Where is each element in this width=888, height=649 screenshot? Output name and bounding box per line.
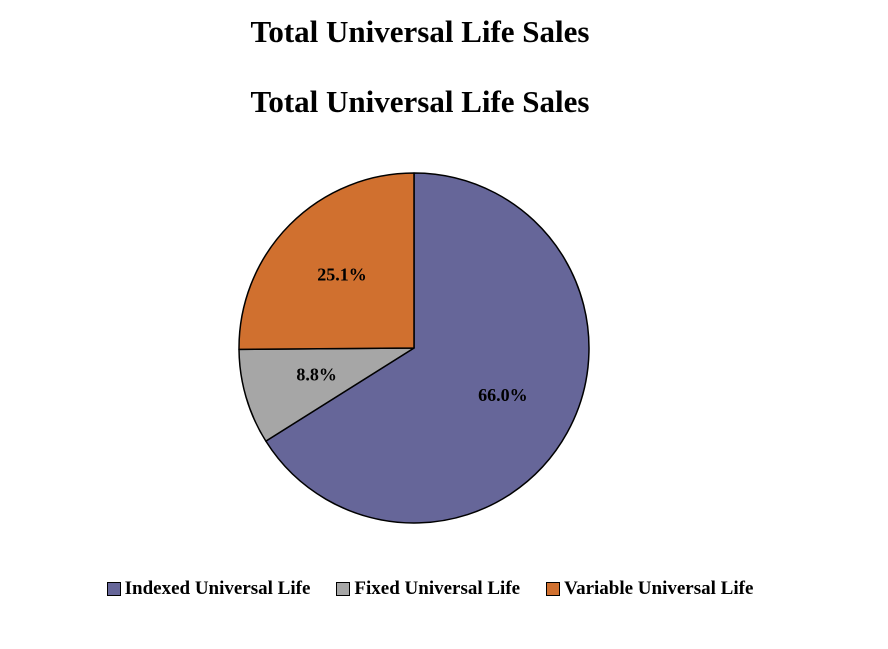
legend-item-indexed: Indexed Universal Life	[106, 578, 311, 600]
data-label-fixed: 8.8%	[296, 365, 337, 385]
data-label-variable: 25.1%	[317, 265, 367, 285]
legend: Indexed Universal Life Fixed Universal L…	[0, 578, 860, 600]
pie-slice-indexed	[265, 172, 590, 524]
pie-slice-variable	[238, 172, 415, 351]
chart-title: Total Universal Life Sales	[250, 14, 590, 49]
legend-swatch-indexed	[106, 582, 121, 596]
pie-slice-fixed	[238, 347, 415, 442]
legend-swatch-fixed	[336, 582, 351, 596]
chart-subtitle: Total Universal Life Sales	[250, 84, 590, 119]
legend-item-fixed: Fixed Universal Life	[336, 578, 520, 600]
legend-label-indexed: Indexed Universal Life	[124, 578, 311, 599]
legend-item-variable: Variable Universal Life	[546, 578, 753, 600]
legend-label-variable: Variable Universal Life	[564, 578, 754, 599]
legend-swatch-variable	[546, 582, 561, 596]
data-label-indexed: 66.0%	[478, 385, 528, 405]
legend-label-fixed: Fixed Universal Life	[354, 578, 521, 599]
